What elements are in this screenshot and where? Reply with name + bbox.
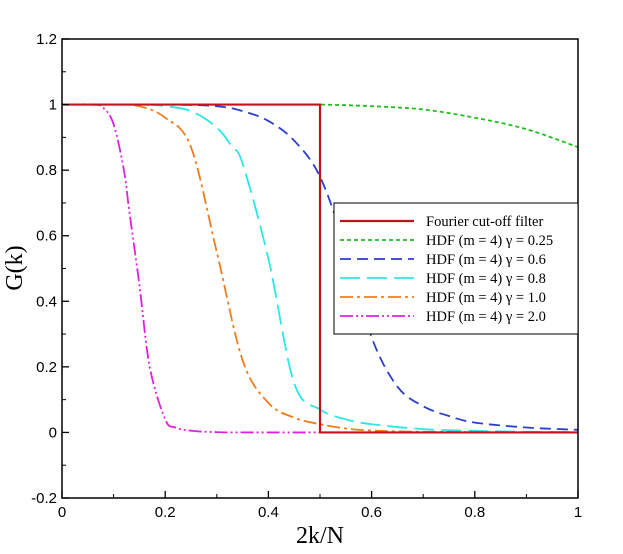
legend: Fourier cut-off filter HDF (m = 4) γ = 0.… [333, 202, 579, 335]
y-tick-label: 0.4 [36, 293, 57, 310]
y-tick-label: -0.2 [31, 490, 57, 507]
series-line-6 [61, 103, 579, 434]
x-tick-label: 0.4 [258, 504, 279, 521]
y-tick-label: 0.2 [36, 359, 57, 376]
y-tick-label: 1 [49, 97, 57, 114]
legend-label: HDF (m = 4) γ = 0.25 [426, 233, 553, 249]
legend-label: Fourier cut-off filter [426, 214, 543, 230]
y-tick-label: 0 [49, 424, 57, 441]
legend-label: HDF (m = 4) γ = 0.8 [426, 271, 546, 287]
x-tick-label: 0.6 [361, 504, 382, 521]
legend-label: HDF (m = 4) γ = 1.0 [426, 290, 546, 306]
x-tick-label: 0.8 [464, 504, 485, 521]
legend-label: HDF (m = 4) γ = 0.6 [426, 252, 546, 268]
x-tick-label: 1 [574, 504, 582, 521]
y-tick-label: 0.6 [36, 228, 57, 245]
y-tick-label: 0.8 [36, 162, 57, 179]
x-tick-label: 0.2 [155, 504, 176, 521]
x-tick-label: 0 [58, 504, 66, 521]
legend-label: HDF (m = 4) γ = 2.0 [426, 309, 546, 325]
series-line-4 [61, 103, 579, 434]
x-axis-title: 2k/N [296, 523, 344, 549]
y-axis-title: G(k) [2, 245, 28, 290]
series-line-5 [61, 103, 579, 434]
legend-box [333, 202, 579, 335]
y-tick-label: 1.2 [36, 31, 57, 48]
ticks-layer: 0 0.2 0.4 0.6 0.8 1-0.200.20.40.60.811.2 [31, 31, 582, 521]
series-line-2 [62, 103, 579, 149]
series-line-1 [62, 103, 578, 434]
